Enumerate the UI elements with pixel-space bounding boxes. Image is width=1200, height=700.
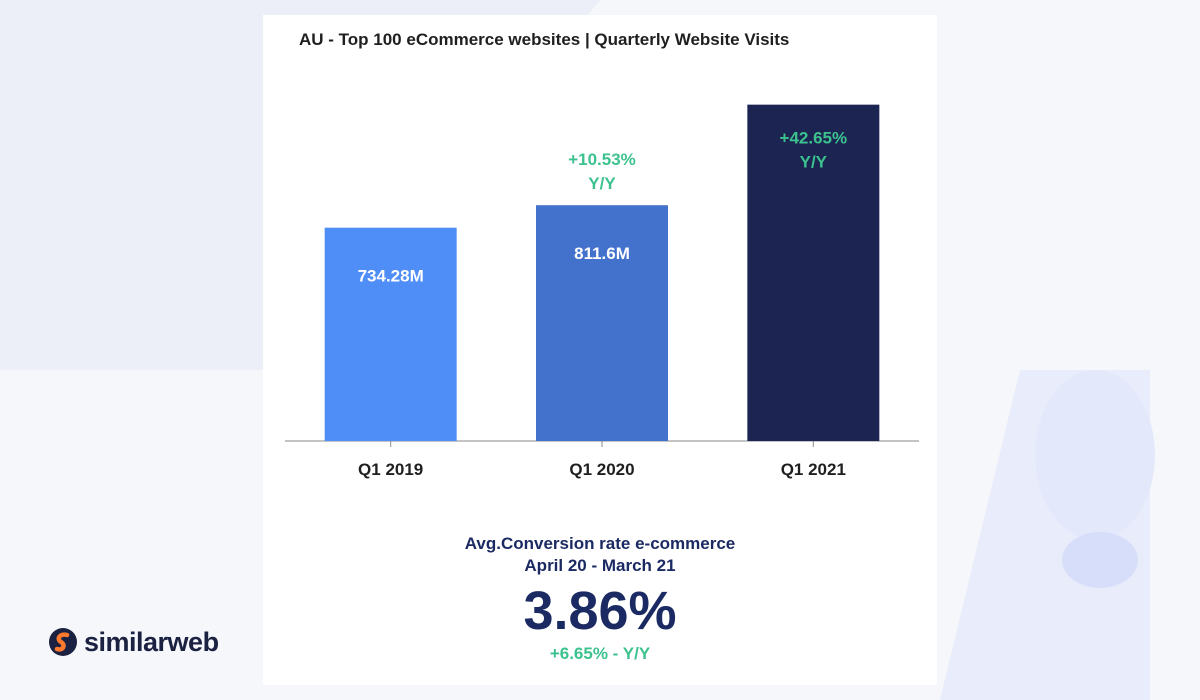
x-tick-label: Q1 2020: [569, 460, 634, 479]
bar-chart: Q1 2019 734.28M Q1 2020 811.6M +10.53% Y/Y Q1 …: [285, 104, 919, 479]
bar-value-label: 734.28M: [358, 267, 424, 286]
yoy-label-suffix: Y/Y: [588, 174, 616, 193]
yoy-label: +10.53%: [568, 150, 636, 169]
bar-q1-2021: [747, 104, 880, 442]
conversion-period: April 20 - March 21: [524, 556, 676, 575]
brand: similarweb: [48, 622, 219, 662]
conversion-stats: Avg.Conversion rate e-commerce April 20 …: [263, 533, 937, 665]
bar-value-label: 811.6M: [574, 244, 630, 263]
chart-card: AU - Top 100 eCommerce websites | Quarte…: [263, 15, 937, 685]
conversion-label: Avg.Conversion rate e-commerce: [464, 534, 736, 553]
chart-title: AU - Top 100 eCommerce websites | Quarte…: [299, 30, 790, 49]
brand-name: similarweb: [84, 626, 219, 657]
yoy-label: +42.65%: [780, 129, 848, 148]
bar-q1-2019: [324, 227, 457, 441]
x-tick-label: Q1 2019: [358, 460, 423, 479]
conversion-rate-value: 3.86%: [523, 581, 677, 641]
conversion-change: +6.65% - Y/Y: [549, 644, 651, 663]
bar-q1-2020: [536, 205, 668, 441]
similarweb-logo-icon: [49, 628, 77, 656]
x-tick-label: Q1 2021: [781, 460, 846, 479]
yoy-label-suffix: Y/Y: [800, 153, 828, 172]
